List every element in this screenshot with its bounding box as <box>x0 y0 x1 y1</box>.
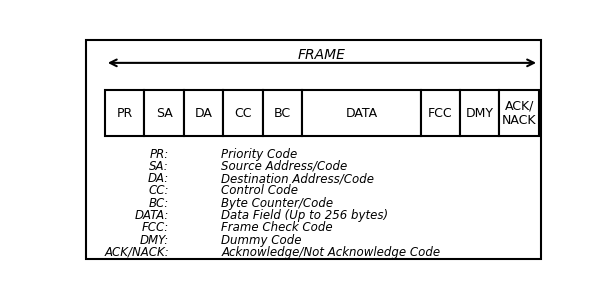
Text: Dummy Code: Dummy Code <box>221 234 302 247</box>
Text: PR:: PR: <box>150 147 169 160</box>
Text: SA: SA <box>156 107 173 120</box>
Text: Data Field (Up to 256 bytes): Data Field (Up to 256 bytes) <box>221 209 388 222</box>
Text: Byte Counter/Code: Byte Counter/Code <box>221 197 334 210</box>
Text: DMY:: DMY: <box>140 234 169 247</box>
Text: DATA: DATA <box>345 107 378 120</box>
Text: BC: BC <box>274 107 291 120</box>
Text: PR: PR <box>116 107 133 120</box>
Text: Source Address/Code: Source Address/Code <box>221 160 348 173</box>
Text: SA:: SA: <box>149 160 169 173</box>
Text: FCC: FCC <box>428 107 453 120</box>
Text: Destination Address/Code: Destination Address/Code <box>221 172 374 185</box>
Bar <box>302 90 420 136</box>
Text: CC: CC <box>234 107 252 120</box>
Bar <box>184 90 223 136</box>
Bar <box>105 90 144 136</box>
Text: ACK/NACK:: ACK/NACK: <box>104 246 169 259</box>
Bar <box>144 90 184 136</box>
Text: CC:: CC: <box>149 184 169 197</box>
Bar <box>460 90 499 136</box>
Text: DATA:: DATA: <box>135 209 169 222</box>
Bar <box>499 90 539 136</box>
Text: BC:: BC: <box>149 197 169 210</box>
Text: Control Code: Control Code <box>221 184 298 197</box>
Text: ACK/
NACK: ACK/ NACK <box>502 99 537 127</box>
Bar <box>263 90 302 136</box>
Text: Frame Check Code: Frame Check Code <box>221 221 333 234</box>
Text: DA:: DA: <box>147 172 169 185</box>
Text: Priority Code: Priority Code <box>221 147 297 160</box>
Text: DMY: DMY <box>466 107 494 120</box>
Bar <box>420 90 460 136</box>
Bar <box>223 90 263 136</box>
Text: DA: DA <box>195 107 212 120</box>
Text: FRAME: FRAME <box>298 48 346 62</box>
Text: FCC:: FCC: <box>142 221 169 234</box>
Text: Acknowledge/Not Acknowledge Code: Acknowledge/Not Acknowledge Code <box>221 246 440 259</box>
